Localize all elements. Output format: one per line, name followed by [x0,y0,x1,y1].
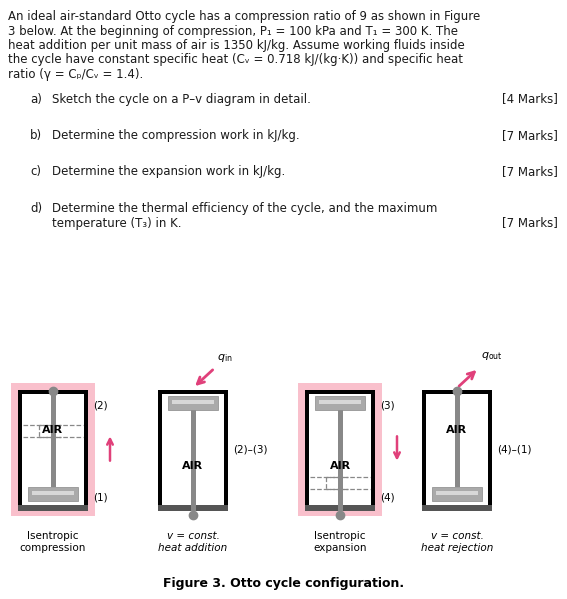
Text: (2)–(3): (2)–(3) [233,444,268,455]
Bar [32,491,74,495]
Bar [172,400,214,404]
Text: [7 Marks]: [7 Marks] [502,216,558,229]
Text: 3 below. At the beginning of compression, P₁ = 100 kPa and T₁ = 300 K. The: 3 below. At the beginning of compression… [8,25,458,38]
Text: a): a) [30,92,42,105]
Text: d): d) [30,202,42,215]
Bar [426,394,488,505]
Bar [488,390,492,505]
Text: Sketch the cycle on a P–v diagram in detail.: Sketch the cycle on a P–v diagram in det… [52,92,311,105]
Bar [158,390,228,394]
Bar [371,390,375,505]
Text: $q_\mathrm{in}$: $q_\mathrm{in}$ [217,352,232,364]
Bar [305,390,375,394]
Text: Isentropic
expansion: Isentropic expansion [313,531,367,553]
Text: Isentropic
compression: Isentropic compression [20,531,86,553]
Bar [191,410,196,511]
Bar [422,390,426,505]
Text: ratio (γ = Cₚ/Cᵥ = 1.4).: ratio (γ = Cₚ/Cᵥ = 1.4). [8,68,143,81]
Text: v = const.
heat addition: v = const. heat addition [158,531,227,553]
Bar [11,383,95,516]
Text: AIR: AIR [329,461,350,471]
Bar [168,396,218,410]
Bar [455,394,459,487]
Bar [309,394,371,505]
Text: $q_\mathrm{out}$: $q_\mathrm{out}$ [481,350,502,362]
Bar [422,390,492,394]
Bar [22,394,84,505]
Text: (1): (1) [93,492,108,502]
Text: AIR: AIR [183,461,204,471]
Text: [7 Marks]: [7 Marks] [502,129,558,142]
Bar [158,505,228,511]
Bar [84,390,88,505]
Bar [158,390,162,505]
Text: Determine the expansion work in kJ/kg.: Determine the expansion work in kJ/kg. [52,165,285,179]
Text: AIR: AIR [43,425,64,434]
Text: the cycle have constant specific heat (Cᵥ = 0.718 kJ/(kg·K)) and specific heat: the cycle have constant specific heat (C… [8,53,463,66]
Bar [28,487,78,501]
Bar [18,390,22,505]
Bar [305,505,375,511]
Text: c): c) [30,165,41,179]
Text: [7 Marks]: [7 Marks] [502,165,558,179]
Text: heat addition per unit mass of air is 1350 kJ/kg. Assume working fluids inside: heat addition per unit mass of air is 13… [8,39,465,52]
Text: b): b) [30,129,42,142]
Bar [422,505,492,511]
Text: (4): (4) [380,492,395,502]
Text: v = const.
heat rejection: v = const. heat rejection [421,531,493,553]
Bar [431,487,483,501]
Bar [18,505,88,511]
Bar [319,400,361,404]
Bar [315,396,365,410]
Text: [4 Marks]: [4 Marks] [502,92,558,105]
Text: Determine the thermal efficiency of the cycle, and the maximum: Determine the thermal efficiency of the … [52,202,437,215]
Text: An ideal air-standard Otto cycle has a compression ratio of 9 as shown in Figure: An ideal air-standard Otto cycle has a c… [8,10,480,23]
Text: (2): (2) [93,400,108,410]
Text: Determine the compression work in kJ/kg.: Determine the compression work in kJ/kg. [52,129,299,142]
Bar [435,491,479,495]
Bar [224,390,228,505]
Bar [298,383,382,516]
Text: (4)–(1): (4)–(1) [497,444,531,455]
Text: AIR: AIR [446,425,468,434]
Bar [50,394,56,487]
Bar [305,390,309,505]
Text: Figure 3. Otto cycle configuration.: Figure 3. Otto cycle configuration. [163,577,404,590]
Bar [162,394,224,505]
Text: (3): (3) [380,400,395,410]
Bar [18,390,88,394]
Text: temperature (T₃) in K.: temperature (T₃) in K. [52,216,181,229]
Bar [337,410,342,511]
